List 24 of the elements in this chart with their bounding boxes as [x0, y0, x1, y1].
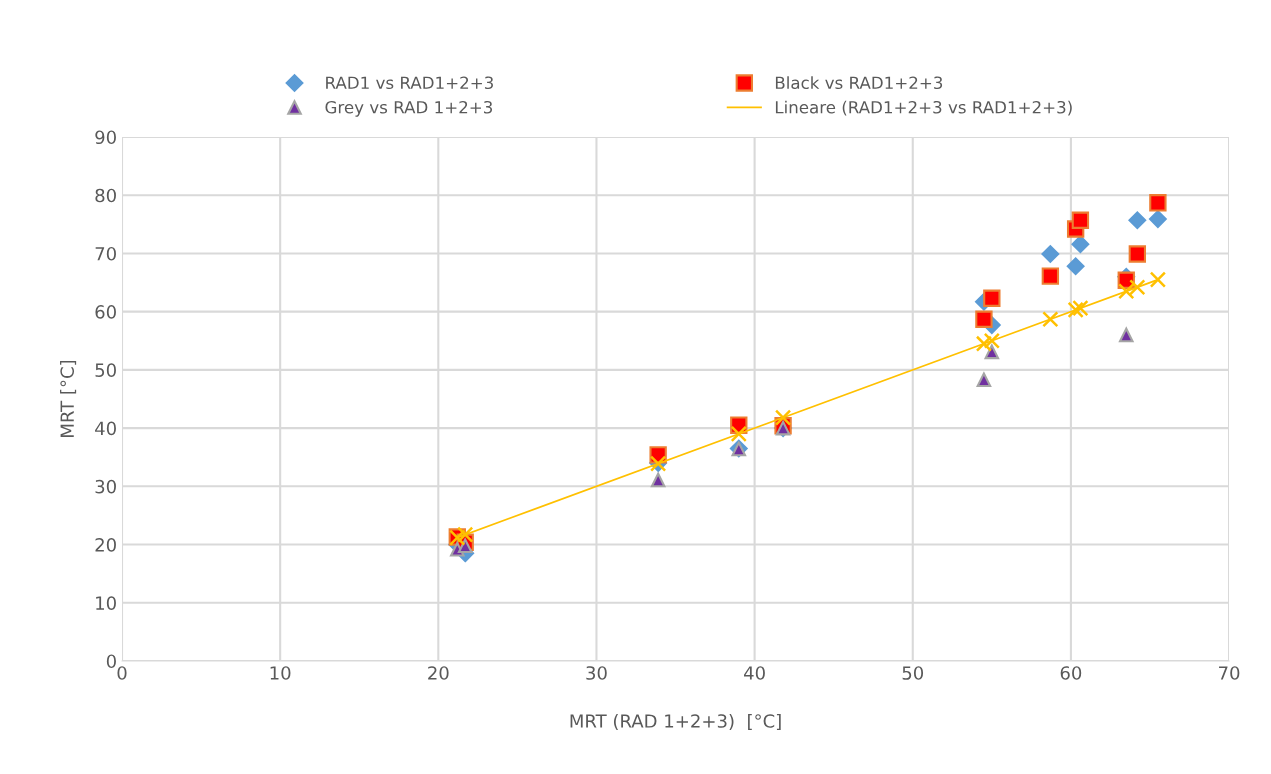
legend-label: RAD1 vs RAD1+2+3: [326, 76, 493, 90]
x-tick-label: 30: [586, 666, 607, 680]
x-tick-label: 10: [270, 666, 291, 680]
y-tick-label: 80: [95, 188, 116, 203]
y-tick-label: 20: [95, 538, 116, 552]
x-tick-label: 20: [428, 666, 449, 680]
y-axis-title: MRT [°C]: [60, 360, 77, 437]
x-tick-label: 40: [744, 666, 765, 680]
x-tick-label: 60: [1060, 666, 1082, 680]
x-tick-label: 0: [117, 666, 127, 680]
x-axis-title: MRT (RAD 1+2+3) [°C]: [570, 713, 781, 730]
y-tick-label: 30: [95, 479, 116, 494]
y-tick-label: 90: [95, 130, 116, 145]
y-tick-label: 50: [95, 363, 116, 377]
legend-label: Black vs RAD1+2+3: [775, 76, 943, 90]
y-tick-label: 40: [95, 421, 116, 436]
x-tick-label: 50: [902, 666, 924, 680]
y-tick-label: 10: [96, 596, 116, 610]
y-tick-label: 70: [95, 246, 116, 261]
legend-label: Grey vs RAD 1+2+3: [325, 100, 493, 117]
x-tick-label: 70: [1219, 666, 1240, 680]
y-tick-label: 60: [95, 305, 116, 319]
legend-label: Lineare (RAD1+2+3 vs RAD1+2+3): [775, 100, 1072, 116]
y-tick-label: 0: [106, 654, 116, 669]
